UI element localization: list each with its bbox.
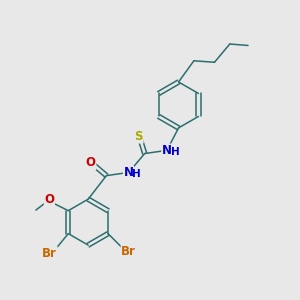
Text: Br: Br: [42, 247, 57, 260]
Text: H: H: [132, 169, 141, 179]
Text: H: H: [171, 147, 179, 157]
Text: S: S: [135, 130, 143, 143]
Text: N: N: [124, 166, 134, 179]
Text: O: O: [44, 193, 54, 206]
Text: Br: Br: [121, 245, 136, 258]
Text: N: N: [162, 144, 172, 157]
Text: O: O: [86, 157, 96, 169]
